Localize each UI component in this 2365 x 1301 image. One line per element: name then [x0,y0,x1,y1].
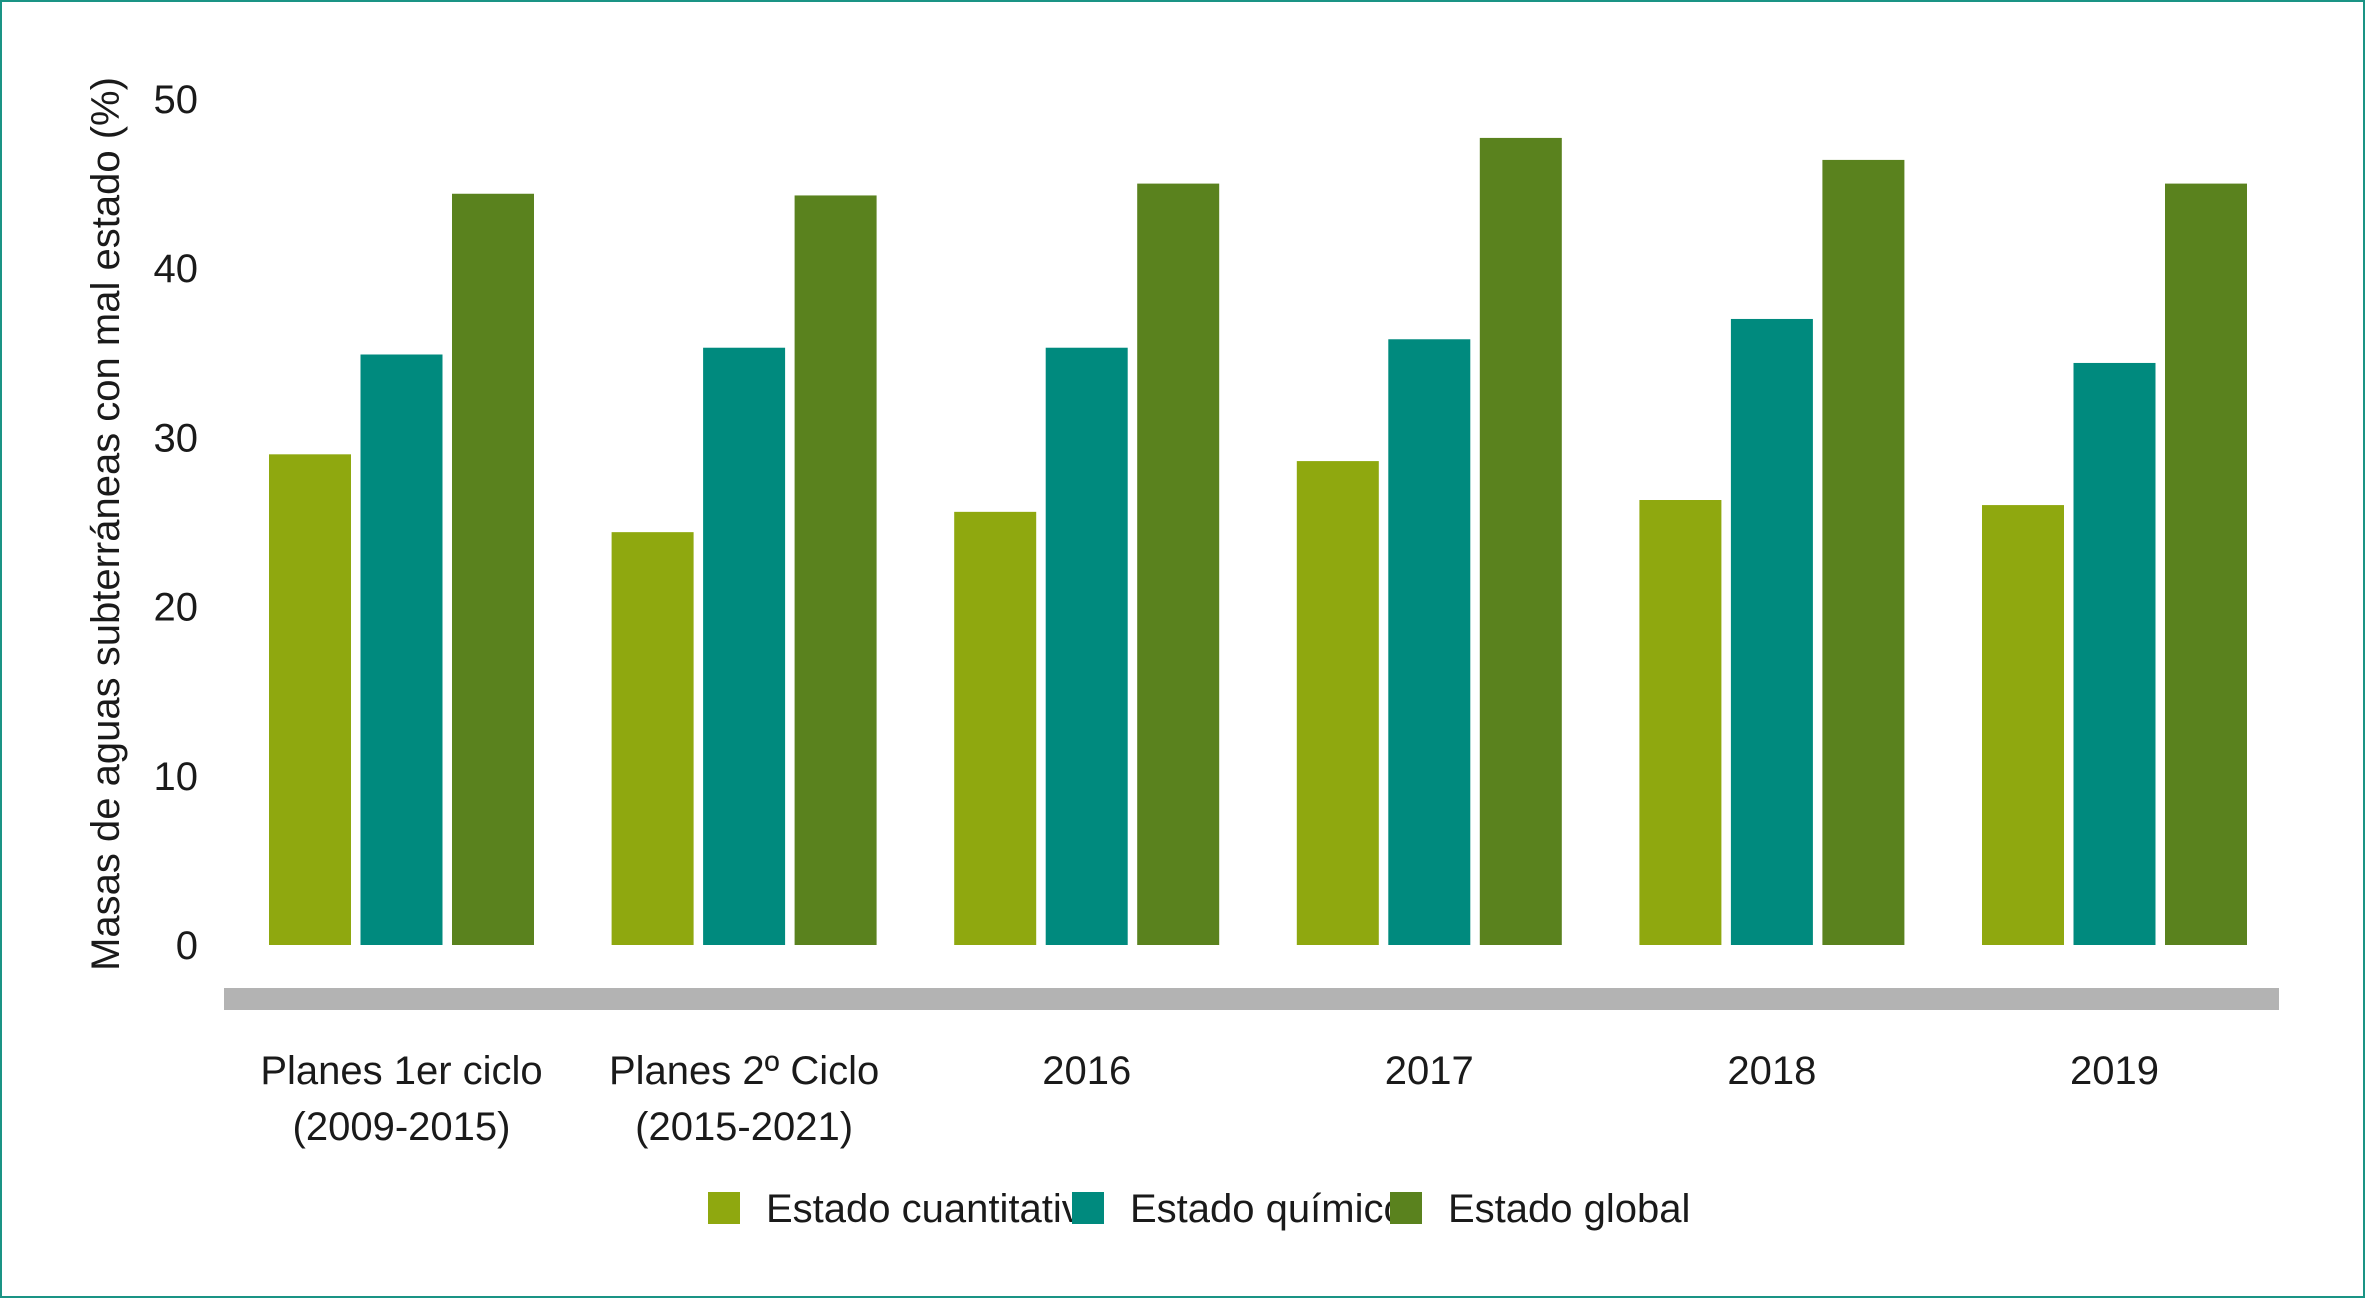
x-tick-label: (2015-2021) [635,1105,853,1149]
bar [2165,183,2247,946]
bar [794,195,877,946]
legend-swatch [1072,1192,1104,1224]
y-tick-label: 50 [154,78,199,122]
legend-swatch [708,1192,740,1224]
legend-swatch [1390,1192,1422,1224]
y-axis-ticks: 0 10 20 30 40 50 [154,78,199,968]
bar [2073,362,2156,945]
x-tick-label: 2017 [1385,1049,1474,1093]
x-tick-label: 2018 [1727,1049,1816,1093]
y-axis-label: Masas de aguas subterráneas con mal esta… [84,77,128,971]
bar [1639,500,1722,945]
legend-label: Estado cuantitativo [766,1187,1104,1231]
bar [360,354,443,945]
y-tick-label: 0 [176,924,198,968]
x-tick-label: 2016 [1042,1049,1131,1093]
bar [611,532,694,945]
legend: Estado cuantitativo Estado químico Estado … [708,1187,1690,1231]
bar [1982,505,2064,945]
x-axis-baseline [224,988,2279,1010]
y-tick-label: 20 [154,586,199,630]
y-tick-label: 10 [154,755,199,799]
bar [452,193,534,945]
x-tick-label: (2009-2015) [293,1105,511,1149]
bar [1296,461,1379,945]
x-tick-label: 2019 [2070,1049,2159,1093]
y-tick-label: 30 [154,416,199,460]
bar [954,511,1037,945]
bar [1045,347,1128,945]
legend-label: Estado químico [1130,1187,1406,1231]
bars [269,137,2247,946]
bar [1388,339,1471,945]
legend-label: Estado global [1448,1187,1690,1231]
bar [1137,183,1220,946]
x-axis-labels: Planes 1er ciclo (2009-2015) Planes 2º Cic… [260,1049,2159,1149]
x-tick-label: Planes 1er ciclo [260,1049,542,1093]
bar [1479,137,1562,945]
bar [1730,318,1813,946]
bar [1822,159,1905,946]
bar [269,454,351,945]
y-tick-label: 40 [154,247,199,291]
x-tick-label: Planes 2º Ciclo [609,1049,879,1093]
bar [703,347,786,945]
